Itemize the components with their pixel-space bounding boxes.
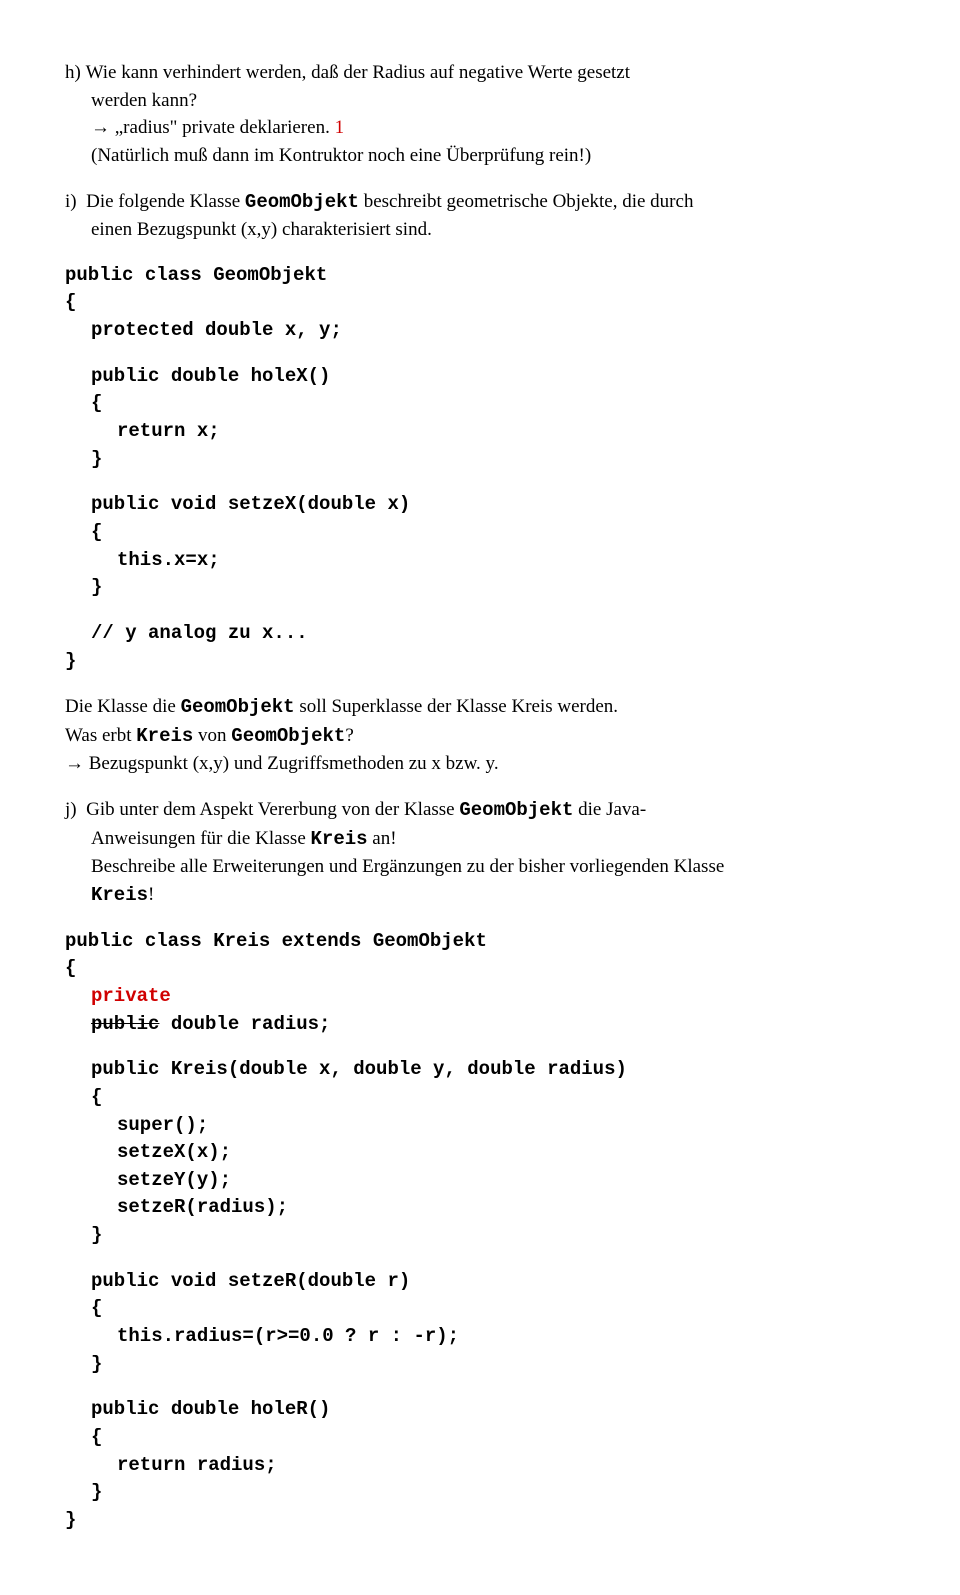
mid-s2b: von xyxy=(193,725,231,746)
inline-code-kreis-3: Kreis xyxy=(91,884,148,906)
code2-l9: setzeY(y); xyxy=(65,1168,895,1194)
item-h-line1b: werden kann? xyxy=(65,88,895,114)
code1-l10: this.x=x; xyxy=(65,548,895,574)
item-j-line2: Anweisungen für die Klasse Kreis an! xyxy=(65,826,895,853)
item-h-text1a: Wie kann verhindert werden, daß der Radi… xyxy=(86,62,630,83)
arrow-icon: → xyxy=(65,753,84,774)
item-i-text1b: beschreibt geometrische Objekte, die dur… xyxy=(359,191,694,212)
mid-s1b: soll Superklasse der Klasse Kreis werden… xyxy=(295,696,618,717)
code2-l15: } xyxy=(65,1352,895,1378)
inline-code-geomobjekt: GeomObjekt xyxy=(245,191,359,213)
item-j-l1a: Gib unter dem Aspekt Vererbung von der K… xyxy=(86,799,459,820)
item-j-l1b: die Java- xyxy=(573,799,646,820)
item-j-label: j) xyxy=(65,799,77,820)
mid-s2c: ? xyxy=(345,725,353,746)
code2-l3-private: private xyxy=(65,984,895,1010)
code2-l4b: double radius; xyxy=(159,1013,330,1035)
code1-l5: { xyxy=(65,391,895,417)
item-j-l4b: ! xyxy=(148,884,154,905)
item-i-label: i) xyxy=(65,191,77,212)
item-h-answer-line: → „radius" private deklarieren. 1 xyxy=(65,115,895,141)
code2-l18: return radius; xyxy=(65,1453,895,1479)
code1-l1: public class GeomObjekt xyxy=(65,263,895,289)
inline-code-geomobjekt-3: GeomObjekt xyxy=(231,725,345,747)
inline-code-geomobjekt-2: GeomObjekt xyxy=(181,696,295,718)
item-i-line1: i) Die folgende Klasse GeomObjekt beschr… xyxy=(65,189,895,216)
code1-l12: // y analog zu x... xyxy=(65,621,895,647)
inline-code-kreis: Kreis xyxy=(136,725,193,747)
code2-l19: } xyxy=(65,1480,895,1506)
item-j-line3: Beschreibe alle Erweiterungen und Ergänz… xyxy=(65,854,895,880)
arrow-icon: → xyxy=(91,117,110,138)
mid-s3: → Bezugspunkt (x,y) und Zugriffsmethoden… xyxy=(65,751,895,777)
code2-l2: { xyxy=(65,956,895,982)
mid-s1: Die Klasse die GeomObjekt soll Superklas… xyxy=(65,694,895,721)
code2-l8: setzeX(x); xyxy=(65,1140,895,1166)
mid-s2a: Was erbt xyxy=(65,725,136,746)
code2-l5: public Kreis(double x, double y, double … xyxy=(65,1057,895,1083)
code1-l2: { xyxy=(65,290,895,316)
code2-l10: setzeR(radius); xyxy=(65,1195,895,1221)
code2-l12: public void setzeR(double r) xyxy=(65,1269,895,1295)
code2-l17: { xyxy=(65,1425,895,1451)
code1-l4: public double holeX() xyxy=(65,364,895,390)
code2-l4-strike: public xyxy=(91,1013,159,1035)
code2-l1: public class Kreis extends GeomObjekt xyxy=(65,929,895,955)
item-h-line2: (Natürlich muß dann im Kontruktor noch e… xyxy=(65,143,895,169)
item-j-l2b: an! xyxy=(368,828,397,849)
item-h-line1: h) Wie kann verhindert werden, daß der R… xyxy=(65,60,895,86)
item-h-points: 1 xyxy=(335,117,345,138)
item-j-line4: Kreis! xyxy=(65,882,895,909)
code2-l16: public double holeR() xyxy=(65,1397,895,1423)
code1-l11: } xyxy=(65,575,895,601)
inline-code-geomobjekt-4: GeomObjekt xyxy=(459,799,573,821)
code1-l9: { xyxy=(65,520,895,546)
code2-l14: this.radius=(r>=0.0 ? r : -r); xyxy=(65,1324,895,1350)
code2-l13: { xyxy=(65,1296,895,1322)
code1-l13: } xyxy=(65,649,895,675)
code2-l6: { xyxy=(65,1085,895,1111)
item-h-label: h) xyxy=(65,62,81,83)
code1-l3: protected double x, y; xyxy=(65,318,895,344)
mid-s1a: Die Klasse die xyxy=(65,696,181,717)
code2-l7: super(); xyxy=(65,1113,895,1139)
item-j-l2a: Anweisungen für die Klasse xyxy=(91,828,311,849)
item-h-answer: „radius" private deklarieren. xyxy=(110,117,335,138)
item-i-line2: einen Bezugspunkt (x,y) charakterisiert … xyxy=(65,217,895,243)
code2-l4: public double radius; xyxy=(65,1012,895,1038)
item-i-text1a: Die folgende Klasse xyxy=(86,191,245,212)
inline-code-kreis-2: Kreis xyxy=(311,828,368,850)
mid-s2: Was erbt Kreis von GeomObjekt? xyxy=(65,723,895,750)
code1-l8: public void setzeX(double x) xyxy=(65,492,895,518)
code1-l7: } xyxy=(65,447,895,473)
code2-l20: } xyxy=(65,1508,895,1534)
code2-l11: } xyxy=(65,1223,895,1249)
mid-s3-text: Bezugspunkt (x,y) und Zugriffsmethoden z… xyxy=(84,753,499,774)
code1-l6: return x; xyxy=(65,419,895,445)
item-j-line1: j) Gib unter dem Aspekt Vererbung von de… xyxy=(65,797,895,824)
